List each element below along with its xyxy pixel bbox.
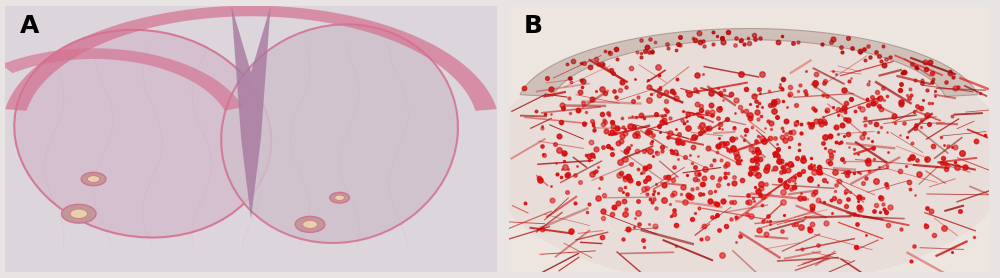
Circle shape <box>335 195 344 200</box>
Ellipse shape <box>221 24 458 243</box>
Circle shape <box>330 192 349 203</box>
Polygon shape <box>231 6 271 219</box>
Polygon shape <box>5 6 497 111</box>
Ellipse shape <box>485 34 1000 278</box>
Circle shape <box>81 172 106 186</box>
Circle shape <box>87 176 100 182</box>
Text: B: B <box>523 14 542 38</box>
Circle shape <box>62 204 96 223</box>
Text: A: A <box>20 14 39 38</box>
Polygon shape <box>520 29 978 96</box>
Circle shape <box>295 216 325 232</box>
Circle shape <box>70 209 87 219</box>
Polygon shape <box>1 48 243 111</box>
Circle shape <box>303 220 317 229</box>
Ellipse shape <box>14 30 271 237</box>
